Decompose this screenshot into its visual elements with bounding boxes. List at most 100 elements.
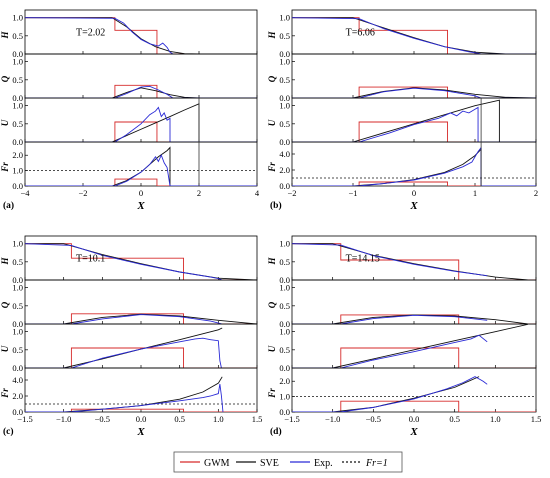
series-line-sve: [25, 146, 257, 186]
row-q: 0.0 0.5 1.0 Q: [0, 53, 258, 103]
y-tick-label: 0.0: [12, 49, 23, 59]
panel-b: 0.00.51.0H T=6.060.00.51.0Q0.00.51.0U0.02…: [267, 9, 538, 212]
y-tick-label: 4.0: [279, 149, 290, 159]
y-tick-label: 0.5: [279, 345, 290, 355]
series-line-exp: [292, 334, 488, 368]
series-line-gwm: [25, 17, 257, 54]
y-tick-label: 0.0: [12, 363, 23, 373]
time-label: T=2.02: [76, 28, 105, 39]
x-tick-label: −2: [287, 188, 296, 198]
time-label: T=14.15: [346, 254, 380, 265]
series-line-sve: [25, 17, 257, 54]
y-axis-label: H: [0, 257, 10, 266]
x-tick-label: −1.5: [17, 414, 32, 424]
row-fr: 0.0 1.0 2.0Fr: [267, 367, 537, 417]
series-group: [25, 376, 257, 412]
y-tick-label: 0.5: [12, 345, 23, 355]
y-axis-label: H: [267, 257, 277, 266]
row-h: 0.0 0.5 1.0H T=10.1: [0, 235, 258, 285]
panel-label: (d): [270, 426, 282, 437]
row-frame: [24, 323, 258, 369]
y-tick-label: 0.5: [279, 75, 290, 85]
row-u: 0.0 0.5 1.0 U: [267, 97, 537, 147]
y-axis-label: Q: [267, 301, 277, 308]
series-group: [292, 17, 536, 54]
row-frame: [291, 53, 537, 99]
row-frame: [291, 235, 537, 281]
y-tick-label: 1.0: [279, 57, 290, 67]
y-tick-label: 0.0: [12, 93, 23, 103]
series-group: [25, 313, 257, 324]
y-tick-label: 0.0: [12, 137, 23, 147]
y-tick-label: 0.0: [12, 407, 23, 417]
x-tick-label: −0.5: [95, 414, 110, 424]
series-line-exp: [25, 106, 257, 142]
series-group: [292, 146, 536, 186]
series-line-sve: [292, 243, 528, 280]
series-line-sve: [292, 99, 536, 142]
y-axis-label: H: [0, 31, 10, 40]
series-line-gwm: [292, 314, 536, 324]
y-axis-label: Fr: [267, 162, 277, 173]
series-line-exp: [25, 337, 222, 368]
y-tick-label: 1.0: [279, 101, 290, 111]
y-tick-label: 0.5: [279, 31, 290, 41]
y-tick-label: 0.0: [279, 275, 290, 285]
series-group: [25, 327, 257, 368]
x-tick-label: 1.5: [252, 414, 263, 424]
y-tick-label: 0.5: [12, 119, 23, 129]
series-line-sve: [292, 87, 536, 98]
y-axis-label: H: [267, 31, 277, 40]
legend: GWM SVE Exp. Fr=1: [173, 451, 403, 473]
row-h: 0.0 0.5 1.0H T=6.06: [267, 9, 537, 59]
row-fr: 0.0 2.0 4.0Fr: [267, 141, 537, 191]
x-axis-label: X: [409, 200, 418, 212]
row-q: 0.0 0.5 1.0 Q: [267, 279, 537, 329]
y-tick-label: 1.0: [12, 13, 23, 23]
series-line-gwm: [292, 347, 536, 368]
y-tick-label: 1.0: [12, 283, 23, 293]
row-h: 0.0 0.5 1.0H T=2.02: [0, 9, 258, 59]
x-tick-label: 4: [255, 188, 260, 198]
series-group: [25, 103, 257, 142]
y-axis-label: Fr: [267, 388, 277, 399]
x-tick-label: 0.0: [409, 414, 420, 424]
series-line-gwm: [25, 121, 257, 142]
x-tick-label: 2: [197, 188, 201, 198]
series-line-gwm: [25, 243, 257, 280]
row-frame: [24, 279, 258, 325]
y-axis-label: Fr: [0, 388, 10, 399]
series-line-exp: [25, 383, 224, 412]
series-line-gwm: [25, 313, 257, 324]
series-line-gwm: [25, 178, 257, 186]
x-tick-label: −2: [78, 188, 87, 198]
series-group: [25, 146, 257, 186]
series-line-exp: [25, 17, 174, 54]
x-tick-label: −0.5: [366, 414, 381, 424]
series-line-sve: [25, 376, 223, 412]
series-line-gwm: [25, 347, 257, 368]
panel-label: (a): [3, 200, 14, 211]
panel-label: (c): [3, 426, 14, 437]
row-fr: 0.0 1.0 2.0Fr: [0, 141, 258, 191]
row-q: 0.0 0.5 1.0 Q: [267, 53, 537, 103]
x-tick-label: 1.5: [531, 414, 542, 424]
panel-label: (b): [270, 200, 282, 211]
row-u: 0.0 0.5 1.0 U: [0, 97, 258, 147]
series-line-exp: [292, 243, 488, 277]
y-tick-label: 0.0: [12, 181, 23, 191]
y-tick-label: 0.0: [279, 137, 290, 147]
y-axis-label: U: [0, 345, 10, 352]
series-line-exp: [25, 243, 223, 280]
series-line-gwm: [292, 243, 536, 280]
series-line-exp: [292, 106, 536, 142]
series-group: [292, 314, 536, 324]
panel-c: 0.00.51.0H T=10.10.00.51.0Q0.00.51.0U0.02…: [0, 235, 263, 438]
y-tick-label: 0.5: [12, 257, 23, 267]
series-group: [292, 324, 536, 368]
x-tick-label: −1.5: [284, 414, 299, 424]
y-tick-label: 0.0: [279, 93, 290, 103]
row-frame: [291, 9, 537, 55]
y-tick-label: 0.0: [279, 407, 290, 417]
series-line-gwm: [25, 84, 257, 98]
